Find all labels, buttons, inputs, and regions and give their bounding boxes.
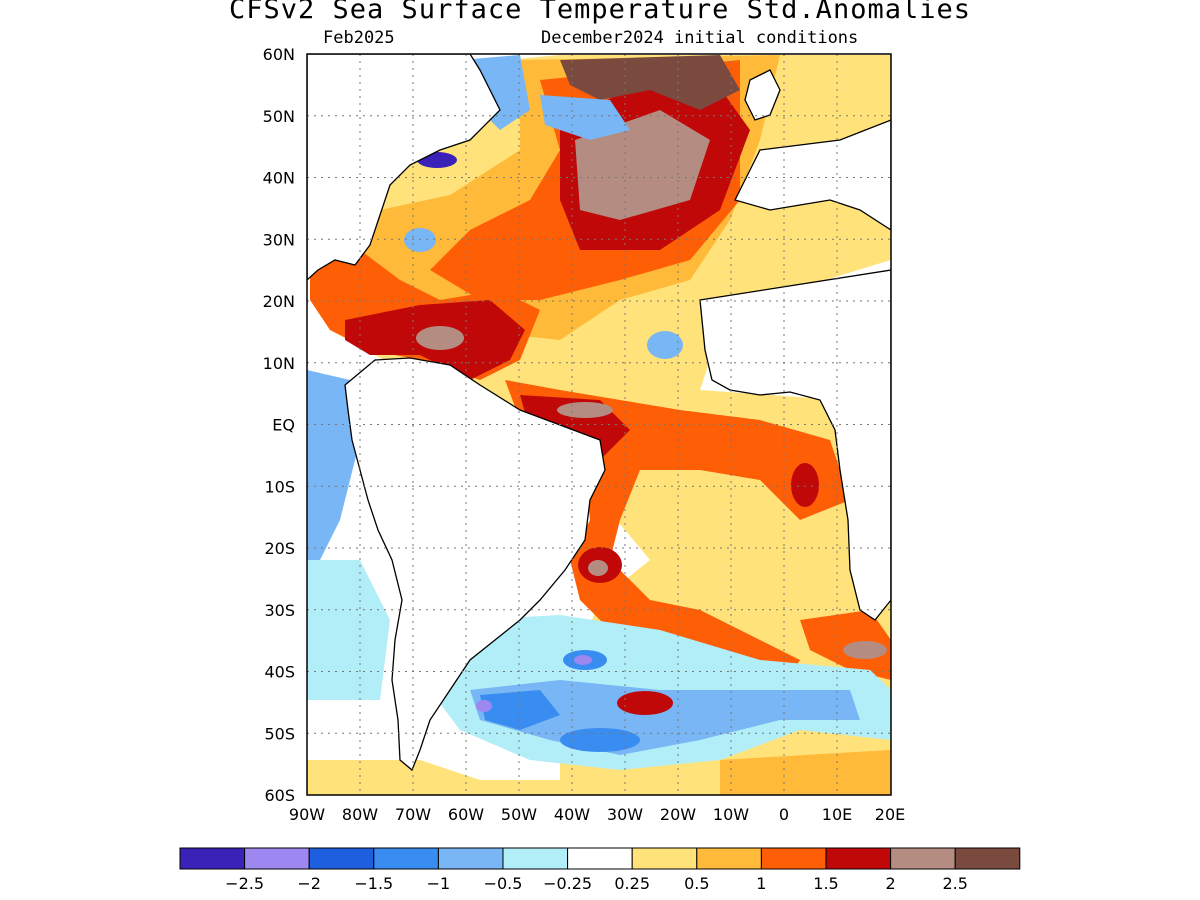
latitude-labels: 60N 50N 40N 30N 20N 10N EQ 10S 20S 30S 4… — [263, 45, 295, 805]
warm-area-5 — [560, 55, 740, 110]
south-america-land — [344, 357, 606, 772]
longitude-labels: 90W 80W 70W 60W 50W 40W 30W 20W 10W 0 10… — [289, 805, 905, 824]
lat-label: 60N — [263, 45, 295, 64]
warm-spot-south — [617, 691, 673, 715]
warm-spot-cape — [843, 641, 887, 659]
cool-area-southern-belt-3 — [480, 690, 560, 730]
colorbar-label: 2.5 — [942, 874, 967, 893]
lat-label: 30N — [263, 230, 295, 249]
lon-label: 90W — [289, 805, 325, 824]
colorbar-label: −0.5 — [484, 874, 523, 893]
lon-label: 30W — [607, 805, 643, 824]
lat-label: 40S — [264, 663, 295, 682]
colorbar-label: 0.25 — [614, 874, 650, 893]
map-title: CFSv2 Sea Surface Temperature Std.Anomal… — [229, 0, 971, 25]
lat-label: 10S — [264, 477, 295, 496]
valid-month-label: Feb2025 — [323, 28, 395, 48]
lat-label: 50N — [263, 107, 295, 126]
lon-label: 50W — [501, 805, 537, 824]
graticule — [307, 54, 891, 795]
colorbar-swatch — [696, 847, 762, 870]
lat-label: 20N — [263, 292, 295, 311]
colorbar-label: −0.25 — [543, 874, 592, 893]
colorbar-swatch — [373, 847, 439, 870]
north-america-land — [307, 54, 501, 281]
lon-label: 0 — [779, 805, 789, 824]
colorbar-swatch — [437, 847, 504, 870]
lon-label: 40W — [554, 805, 590, 824]
warm-core-brazil — [588, 560, 608, 576]
warm-area-sw-africa — [800, 610, 891, 680]
lat-label: 30S — [264, 601, 295, 620]
lon-label: 20E — [875, 805, 905, 824]
land-masses — [307, 54, 891, 772]
map-frame — [306, 53, 892, 796]
cool-area-pacific-2 — [307, 560, 390, 700]
europe-land — [734, 119, 891, 231]
lat-label: EQ — [272, 416, 295, 435]
colorbar-label: 1.5 — [813, 874, 838, 893]
colorbar-label: 1 — [756, 874, 766, 893]
cool-spot-guinea — [647, 331, 683, 359]
cool-spot-1 — [560, 728, 640, 752]
lon-label: 60W — [448, 805, 484, 824]
colorbar-swatch — [825, 847, 892, 870]
lat-label: 40N — [263, 169, 295, 188]
cool-spot-atlantic-1 — [404, 228, 436, 252]
lon-label: 70W — [395, 805, 431, 824]
colorbar-swatch — [954, 847, 1021, 870]
colorbar-swatch — [567, 847, 633, 870]
init-conditions-label: December2024 initial conditions — [541, 28, 859, 48]
lat-label: 60S — [264, 786, 295, 805]
warm-area-far-south-2 — [720, 750, 891, 795]
colorbar-label: −2 — [297, 874, 321, 893]
lon-label: 20W — [660, 805, 696, 824]
colorbar-swatch — [631, 847, 698, 870]
colorbar-swatch — [244, 847, 310, 870]
warm-area-4 — [575, 110, 710, 220]
cool-area-pacific — [307, 370, 360, 560]
colorbar-swatch — [760, 847, 827, 870]
colorbar-swatch — [179, 847, 246, 870]
colorbar-swatch — [502, 847, 569, 870]
lat-label: 50S — [264, 724, 295, 743]
lon-label: 10W — [713, 805, 749, 824]
colorbar-swatch — [890, 847, 956, 870]
colorbar-label: −1.5 — [354, 874, 393, 893]
lat-label: 10N — [263, 354, 295, 373]
cool-area-north-mid — [540, 95, 630, 140]
british-isles-land — [744, 69, 781, 121]
colorbar-label: 2 — [886, 874, 896, 893]
lat-label: 20S — [264, 539, 295, 558]
colorbar-label: 0.5 — [684, 874, 709, 893]
cool-core-2 — [476, 700, 492, 712]
warm-core-caribbean — [416, 326, 464, 350]
cool-core-1 — [574, 655, 592, 665]
lon-label: 80W — [342, 805, 378, 824]
colorbar-label: −2.5 — [225, 874, 264, 893]
lon-label: 10E — [822, 805, 852, 824]
colorbar-label: −1 — [427, 874, 451, 893]
warm-spot-angola — [791, 463, 819, 507]
colorbar: −2.5 −2 −1.5 −1 −0.5 −0.25 0.25 0.5 1 1.5 2 2.5 — [179, 847, 1021, 893]
warm-core-equatorial — [557, 402, 613, 418]
colorbar-swatch — [308, 847, 375, 870]
